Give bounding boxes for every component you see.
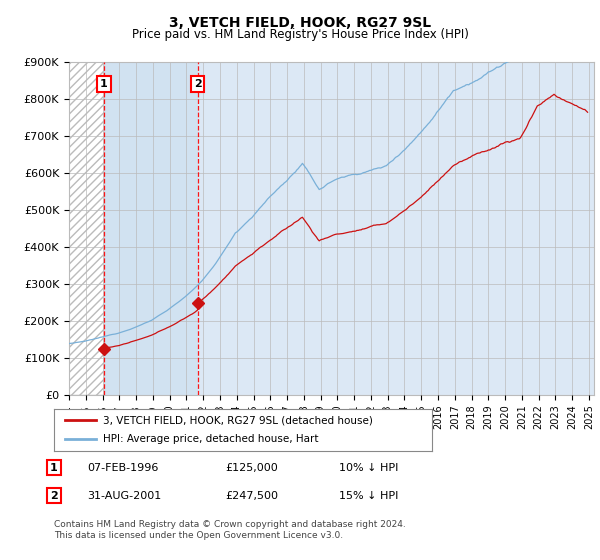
Text: 07-FEB-1996: 07-FEB-1996 [87,463,158,473]
Bar [104,62,197,395]
Bar [69,62,104,395]
Text: 3, VETCH FIELD, HOOK, RG27 9SL: 3, VETCH FIELD, HOOK, RG27 9SL [169,16,431,30]
Text: £125,000: £125,000 [225,463,278,473]
Bar [69,62,104,395]
Text: 10% ↓ HPI: 10% ↓ HPI [339,463,398,473]
Text: 2: 2 [50,491,58,501]
Text: £247,500: £247,500 [225,491,278,501]
Text: Contains HM Land Registry data © Crown copyright and database right 2024.
This d: Contains HM Land Registry data © Crown c… [54,520,406,540]
Text: 31-AUG-2001: 31-AUG-2001 [87,491,161,501]
Text: 15% ↓ HPI: 15% ↓ HPI [339,491,398,501]
Text: HPI: Average price, detached house, Hart: HPI: Average price, detached house, Hart [103,435,319,445]
Text: 3, VETCH FIELD, HOOK, RG27 9SL (detached house): 3, VETCH FIELD, HOOK, RG27 9SL (detached… [103,415,373,425]
Text: Price paid vs. HM Land Registry's House Price Index (HPI): Price paid vs. HM Land Registry's House … [131,28,469,41]
Text: 1: 1 [100,79,108,89]
Text: 2: 2 [194,79,202,89]
Text: 1: 1 [50,463,58,473]
